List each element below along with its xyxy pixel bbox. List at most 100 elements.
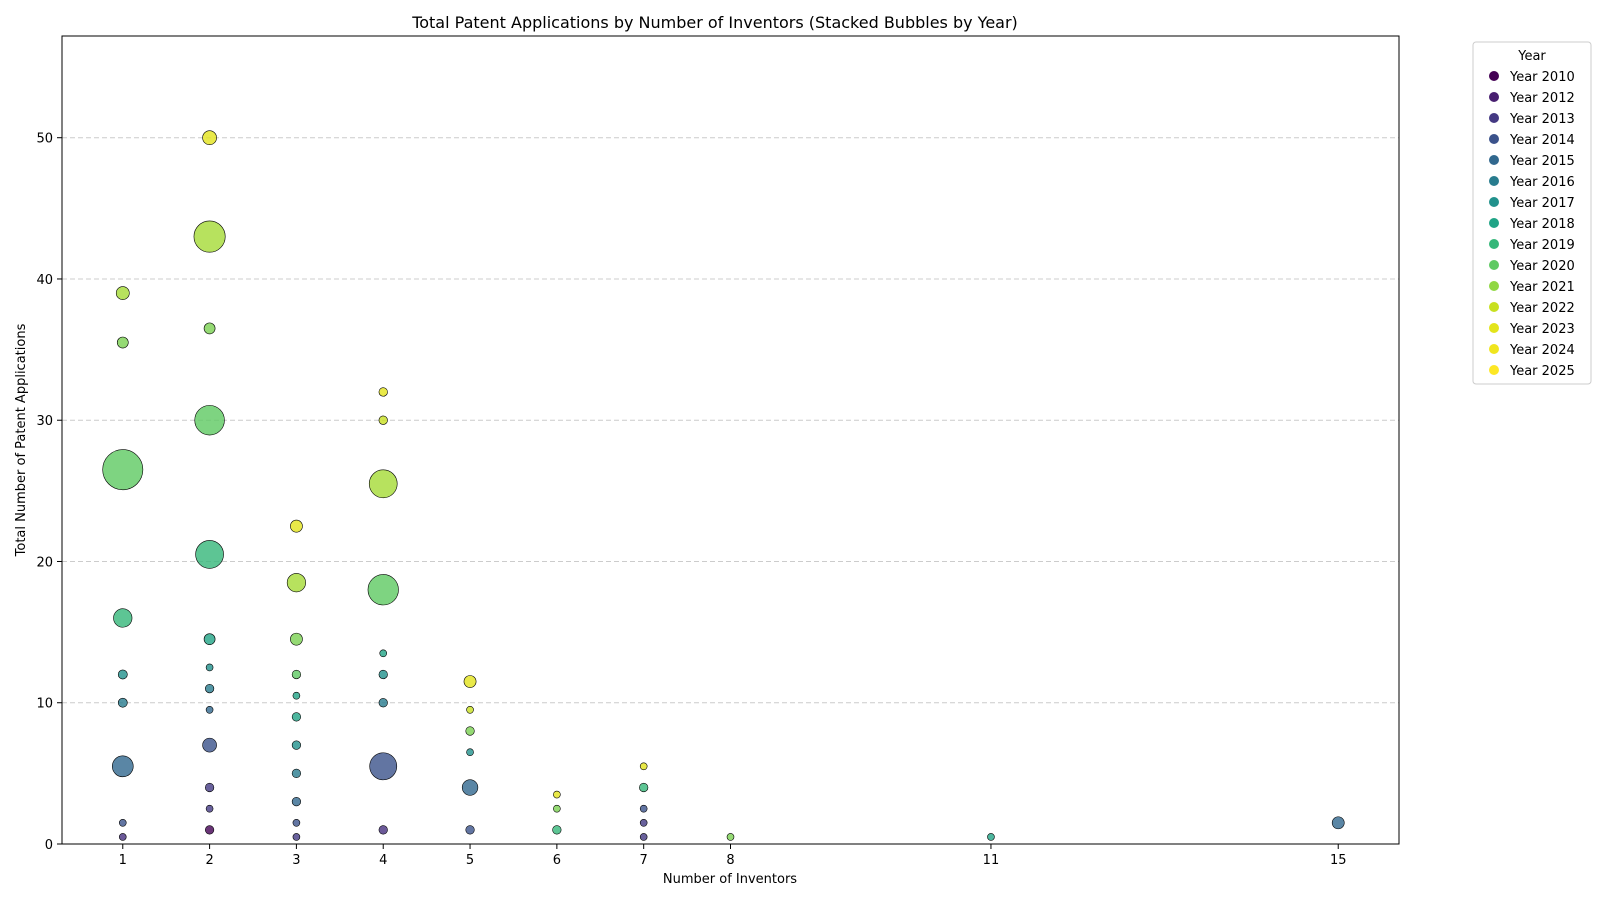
legend-label: Year 2024 [1509, 343, 1575, 358]
bubble [205, 782, 215, 793]
bubble [202, 130, 217, 146]
legend-marker [1489, 71, 1499, 81]
bubble [466, 706, 474, 714]
bubble [639, 782, 649, 793]
bubble [118, 819, 127, 827]
x-tick-label: 5 [466, 853, 474, 868]
y-tick-label: 50 [36, 132, 53, 147]
bubble [291, 740, 301, 750]
bubble [367, 574, 399, 606]
y-axis: 0 10 20 30 40 50 [36, 132, 62, 853]
legend-label: Year 2013 [1509, 112, 1575, 127]
x-tick-label: 7 [640, 853, 648, 868]
x-tick-label: 3 [292, 853, 300, 868]
bubble [378, 415, 388, 425]
bubble [369, 752, 398, 781]
x-tick-label: 1 [119, 853, 127, 868]
y-tick-label: 30 [36, 414, 53, 429]
x-axis-label: Number of Inventors [663, 872, 797, 887]
x-tick-label: 6 [553, 853, 561, 868]
bubble [379, 649, 388, 658]
y-grid [62, 137, 1399, 704]
bubble [290, 519, 303, 533]
legend-label: Year 2012 [1509, 91, 1575, 106]
plot-frame [61, 35, 1400, 845]
legend-marker [1489, 281, 1499, 291]
bubble [465, 726, 475, 736]
bubble [290, 632, 303, 646]
legend-label: Year 2023 [1509, 322, 1575, 337]
x-tick-label: 15 [1330, 853, 1347, 868]
bubble [291, 712, 301, 722]
bubble [639, 833, 648, 841]
bubble [117, 669, 128, 680]
bubble [194, 405, 225, 436]
bubble [552, 825, 562, 835]
chart-title: Total Patent Applications by Number of I… [411, 13, 1018, 32]
legend-marker [1489, 176, 1499, 186]
bubble [466, 748, 474, 756]
legend-title: Year [1517, 49, 1546, 64]
legend-label: Year 2021 [1509, 280, 1575, 295]
x-tick-label: 4 [379, 853, 387, 868]
legend-marker [1489, 197, 1499, 207]
legend-marker [1489, 92, 1499, 102]
legend-label: Year 2019 [1509, 238, 1575, 253]
bubble [1331, 816, 1345, 830]
bubble [726, 833, 735, 841]
bubble [639, 804, 648, 813]
y-tick-label: 40 [36, 273, 53, 288]
legend-marker [1489, 323, 1499, 333]
bubble [553, 804, 561, 813]
bubble [113, 608, 133, 628]
bubble [117, 697, 128, 708]
bubble [111, 755, 134, 778]
legend-label: Year 2017 [1509, 196, 1575, 211]
bubble [461, 779, 479, 796]
legend-marker [1489, 260, 1499, 270]
bubble [205, 684, 215, 694]
bubble [291, 768, 301, 778]
bubble [115, 286, 130, 300]
bubble [286, 573, 306, 593]
y-tick-label: 20 [36, 555, 53, 570]
bubble [118, 833, 127, 841]
bubble [291, 669, 301, 680]
x-tick-label: 2 [205, 853, 213, 868]
bubble [203, 322, 216, 335]
bubble [205, 663, 214, 672]
bubble [195, 540, 224, 569]
x-tick-label: 8 [726, 853, 734, 868]
bubble [292, 691, 301, 700]
bubble [291, 797, 301, 807]
bubbles [102, 130, 1345, 841]
bubble [116, 336, 129, 349]
bubble [205, 825, 215, 835]
bubble [368, 469, 398, 499]
legend-box [1472, 41, 1592, 385]
legend-marker [1489, 239, 1499, 249]
bubble [292, 819, 301, 827]
bubble [639, 819, 648, 827]
bubble [378, 669, 388, 680]
legend-marker [1489, 155, 1499, 165]
legend-label: Year 2015 [1509, 154, 1575, 169]
bubble [292, 833, 301, 841]
legend-marker [1489, 302, 1499, 312]
bubble [553, 790, 561, 799]
bubble [193, 220, 226, 253]
legend-label: Year 2014 [1509, 133, 1575, 148]
legend-label: Year 2025 [1509, 364, 1575, 379]
bubble [378, 387, 388, 397]
y-tick-label: 10 [36, 697, 53, 712]
x-tick-label: 11 [983, 853, 1000, 868]
legend: Year Year 2010 Year 2012 Year 2013 Year 201… [1472, 41, 1592, 385]
legend-marker [1489, 113, 1499, 123]
bubble [203, 633, 216, 646]
bubble [463, 675, 477, 688]
legend-marker [1489, 134, 1499, 144]
bubble [465, 825, 475, 835]
legend-marker [1489, 365, 1499, 375]
y-tick-label: 0 [45, 838, 53, 853]
